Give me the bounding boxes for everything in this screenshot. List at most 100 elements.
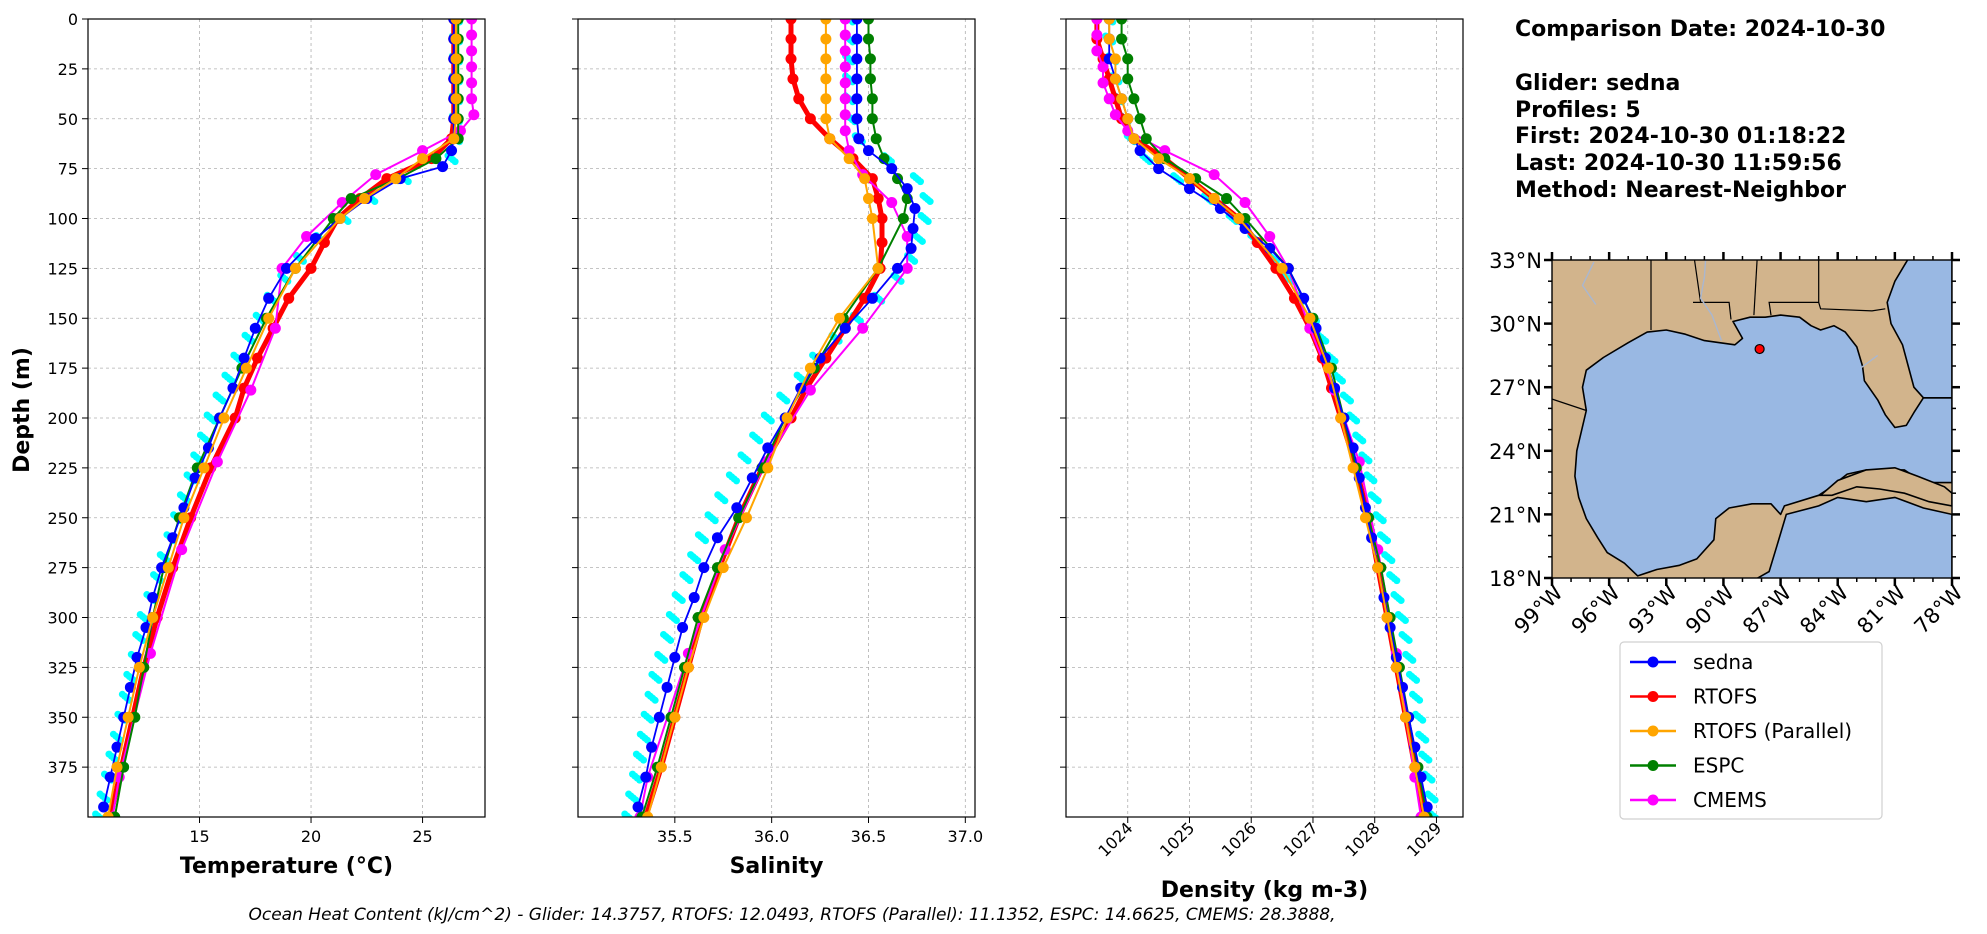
series-point — [1097, 77, 1109, 89]
series-point — [263, 292, 275, 304]
series-point — [839, 109, 851, 121]
series-point — [886, 197, 898, 209]
series-point — [450, 73, 462, 85]
legend-label: RTOFS — [1693, 685, 1757, 709]
series-point — [1134, 113, 1146, 125]
series-point — [1183, 173, 1195, 185]
profile-panel-2: 35.5 36.0 36.5 37.0 Salinity — [572, 18, 983, 879]
glider-profile-point — [1365, 457, 1373, 465]
series-point — [876, 236, 888, 248]
series-point — [1304, 312, 1316, 324]
glider-name: Glider: sedna — [1515, 71, 1680, 96]
series-point — [211, 456, 223, 468]
series-point — [804, 113, 816, 125]
series-point — [698, 562, 710, 574]
map-area — [1552, 260, 1952, 599]
legend-label: CMEMS — [1693, 788, 1767, 812]
series-point — [864, 73, 876, 85]
series-point — [1359, 512, 1371, 524]
glider-profile-point — [1146, 158, 1154, 166]
series-point — [640, 771, 652, 783]
border-line — [1739, 580, 1741, 599]
glider-profile-point — [1379, 517, 1387, 525]
series-point — [450, 53, 462, 65]
legend: sedna RTOFS RTOFS (Parallel) ESPC CMEMS — [1619, 641, 1883, 820]
legend-swatch-marker — [1647, 794, 1659, 806]
series-point — [198, 462, 210, 474]
series-point — [1421, 801, 1433, 813]
series-point — [872, 193, 884, 205]
series-point — [1322, 362, 1334, 374]
series-point — [133, 661, 145, 673]
glider-profile-point — [756, 437, 764, 445]
series-point — [1239, 197, 1251, 209]
lon-tick-label: 87°W — [1738, 580, 1796, 638]
series-point — [733, 512, 745, 524]
comparison-date: Comparison Date: 2024-10-30 — [1515, 17, 1885, 42]
series-point — [390, 173, 402, 185]
series-point — [839, 77, 851, 89]
plot-area — [621, 19, 934, 817]
series-point — [466, 19, 478, 25]
glider-profile-point — [1416, 696, 1424, 704]
series-point — [907, 222, 919, 234]
series-point — [468, 109, 480, 121]
lat-tick-label: 18°N — [1489, 567, 1542, 591]
lon-tick-label: 78°W — [1910, 580, 1968, 638]
series-point — [851, 113, 863, 125]
glider-profile-point — [916, 178, 924, 186]
x-tick-label: 1026 — [1218, 818, 1260, 860]
series-point — [1091, 29, 1103, 41]
series-point — [820, 93, 832, 105]
series-point — [305, 262, 317, 274]
profile-panel-1: 0 25 50 75 100 125 150 175 200 225 250 275 300 325 350… — [47, 10, 486, 879]
series-point — [851, 33, 863, 45]
series-point — [762, 442, 774, 454]
series-point — [787, 73, 799, 85]
y-tick-label: 150 — [47, 309, 78, 328]
plot-area — [92, 19, 480, 817]
series-point — [901, 262, 913, 274]
plot-area — [1091, 19, 1440, 817]
series-point — [851, 53, 863, 65]
series-point — [1140, 133, 1152, 145]
lon-tick-label: 96°W — [1567, 580, 1625, 638]
series-point — [804, 362, 816, 374]
glider-profile-point — [694, 557, 702, 565]
series-point — [717, 562, 729, 574]
x-tick-label: 36.5 — [851, 827, 887, 846]
series-point — [249, 322, 261, 334]
y-tick-label: 100 — [47, 210, 78, 229]
series-point — [785, 53, 797, 65]
series-point — [839, 125, 851, 137]
series-point — [862, 33, 874, 45]
series-point — [688, 592, 700, 604]
series-point — [263, 312, 275, 324]
glider-profile-point — [1413, 676, 1421, 684]
interpolation-method: Method: Nearest-Neighbor — [1515, 178, 1846, 203]
series-point — [1091, 45, 1103, 57]
border-line — [1818, 302, 1886, 312]
legend-swatch-marker — [1647, 725, 1659, 737]
glider-profile-point — [744, 457, 752, 465]
legend-item: CMEMS — [1630, 788, 1767, 812]
glider-profile-point — [1322, 337, 1330, 345]
legend-item: RTOFS — [1630, 685, 1757, 709]
series-point — [1091, 19, 1103, 25]
series-point — [1183, 183, 1195, 195]
gulf-of-mexico — [1574, 314, 1952, 577]
border-line — [1552, 398, 1587, 412]
cuba — [1818, 466, 1952, 507]
glider-profile-point — [344, 217, 352, 225]
series-point — [1390, 651, 1402, 663]
series-point — [252, 352, 264, 364]
series-point — [1128, 93, 1140, 105]
series-point — [1347, 442, 1359, 454]
series-point — [1103, 93, 1115, 105]
series-point — [905, 242, 917, 254]
series-point — [466, 93, 478, 105]
glider-profile-point — [783, 397, 791, 405]
series-point — [1159, 145, 1171, 157]
series-point — [864, 53, 876, 65]
depth-axis-label: Depth (m) — [10, 347, 35, 473]
